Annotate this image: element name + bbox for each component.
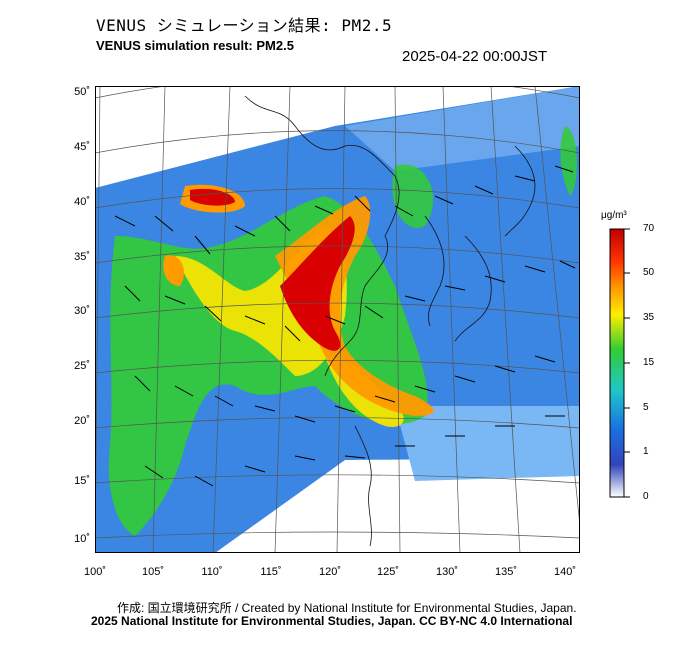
lat-label-50: 50˚ xyxy=(74,86,90,98)
map-title-en: VENUS simulation result: PM2.5 xyxy=(96,38,294,53)
legend-tick-35: 35 xyxy=(643,312,655,323)
credit-line: 作成: 国立環境研究所 / Created by National Instit… xyxy=(117,601,577,615)
legend-tick-5: 5 xyxy=(643,402,649,413)
timestamp: 2025-04-22 00:00JST xyxy=(402,48,548,65)
red-pollution-core xyxy=(280,216,355,351)
lon-label-125: 125˚ xyxy=(376,566,400,578)
pale-ocean-area-2 xyxy=(345,86,580,171)
legend-tick-50: 50 xyxy=(643,267,655,278)
lat-label-35: 35˚ xyxy=(74,251,90,263)
lat-label-25: 25˚ xyxy=(74,360,90,372)
orange-pollution-area-3 xyxy=(163,255,185,286)
legend-unit: μg/m³ xyxy=(601,210,627,221)
legend-colorbar xyxy=(609,228,625,498)
legend-tick-0: 0 xyxy=(643,491,649,502)
green-pollution-area-2 xyxy=(392,164,434,228)
lat-label-30: 30˚ xyxy=(74,305,90,317)
lon-label-120: 120˚ xyxy=(318,566,342,578)
legend-tick-1: 1 xyxy=(643,446,649,457)
lat-label-20: 20˚ xyxy=(74,415,90,427)
wind-vectors xyxy=(114,165,576,487)
graticule xyxy=(95,86,580,553)
lon-label-140: 140˚ xyxy=(553,566,577,578)
color-legend xyxy=(609,228,630,498)
lat-label-45: 45˚ xyxy=(74,141,90,153)
legend-tick-15: 15 xyxy=(643,357,655,368)
lon-label-100: 100˚ xyxy=(83,566,107,578)
lon-label-105: 105˚ xyxy=(141,566,165,578)
legend-tick-70: 70 xyxy=(643,223,655,234)
lon-label-135: 135˚ xyxy=(494,566,518,578)
copyright-line: 2025 National Institute for Environmenta… xyxy=(91,614,573,628)
lon-label-115: 115˚ xyxy=(260,566,282,578)
coastlines xyxy=(244,95,536,547)
lat-label-40: 40˚ xyxy=(74,196,90,208)
green-pollution-area-3 xyxy=(560,126,577,196)
lat-label-10: 10˚ xyxy=(74,533,90,545)
map-title-jp: VENUS シミュレーション結果: PM2.5 xyxy=(96,16,393,35)
lat-label-15: 15˚ xyxy=(74,475,90,487)
lon-label-130: 130˚ xyxy=(435,566,459,578)
pm25-map xyxy=(95,86,580,553)
lon-label-110: 110˚ xyxy=(201,566,223,578)
